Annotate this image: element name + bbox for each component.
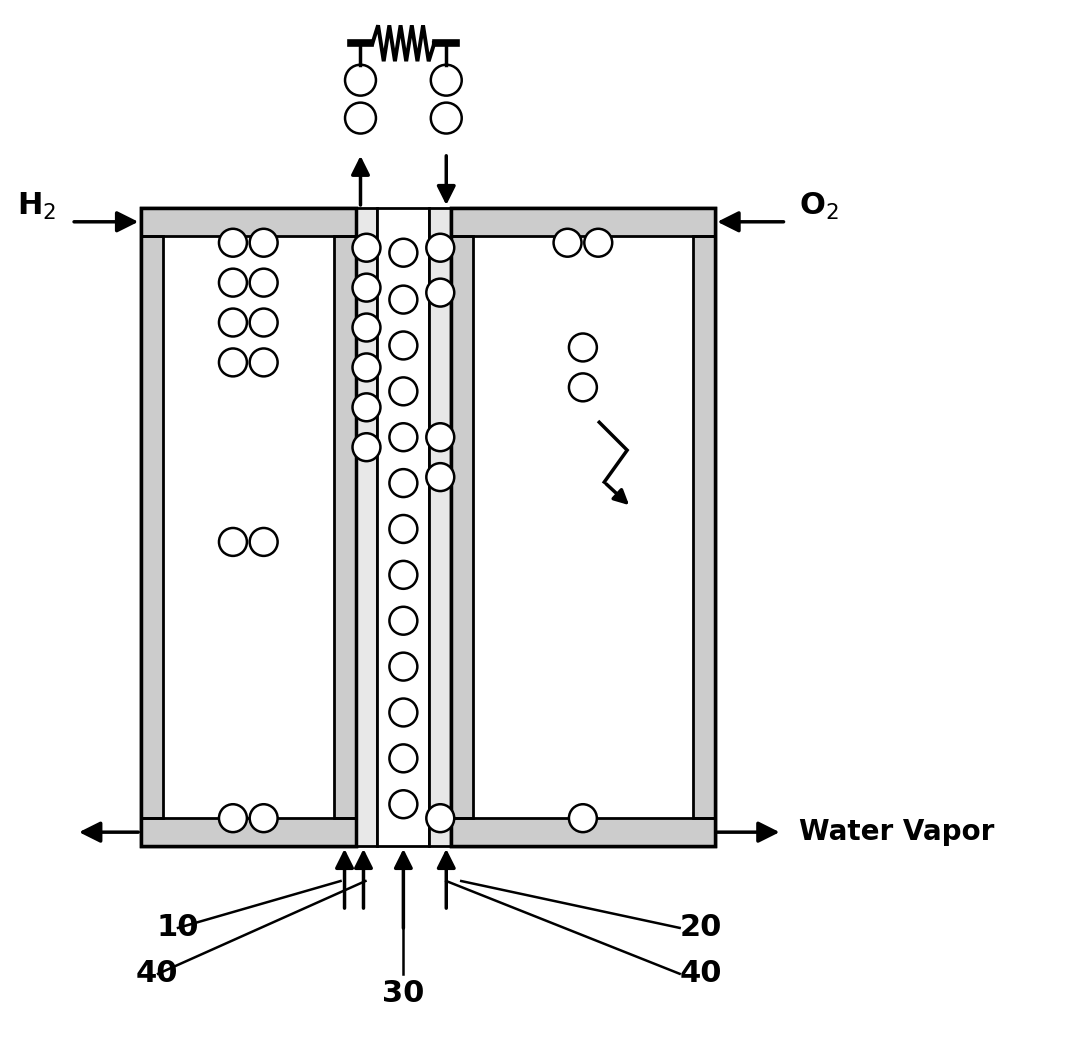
Text: H$_2$: H$_2$ (17, 191, 57, 222)
Text: 30: 30 (382, 979, 424, 1008)
Circle shape (219, 528, 247, 556)
Bar (141, 235, 163, 818)
Text: Water Vapor: Water Vapor (800, 818, 994, 846)
Circle shape (390, 332, 418, 360)
Bar (334, 235, 356, 818)
Circle shape (390, 561, 418, 589)
Circle shape (569, 373, 597, 401)
Circle shape (390, 377, 418, 405)
Circle shape (426, 233, 455, 261)
Circle shape (219, 269, 247, 297)
Bar (452, 235, 473, 818)
Circle shape (390, 652, 418, 680)
Bar (693, 235, 715, 818)
Bar (452, 818, 715, 846)
Bar (693, 235, 715, 818)
Text: 40: 40 (680, 959, 722, 988)
Circle shape (390, 699, 418, 727)
Circle shape (390, 239, 418, 267)
Circle shape (219, 805, 247, 832)
Circle shape (249, 805, 277, 832)
Circle shape (345, 64, 376, 95)
Bar (141, 818, 356, 846)
Circle shape (584, 229, 613, 257)
Bar (141, 207, 356, 846)
Circle shape (219, 229, 247, 257)
Text: 20: 20 (680, 914, 722, 943)
Bar (356, 207, 378, 846)
Bar (334, 235, 356, 818)
Circle shape (426, 464, 455, 492)
Circle shape (390, 745, 418, 773)
Circle shape (390, 607, 418, 635)
Circle shape (426, 279, 455, 307)
Circle shape (353, 433, 381, 461)
Circle shape (353, 274, 381, 302)
Bar (452, 207, 715, 846)
Circle shape (390, 515, 418, 543)
Circle shape (390, 469, 418, 497)
Bar (378, 207, 430, 846)
Bar (452, 235, 473, 818)
Bar (141, 207, 356, 235)
Circle shape (219, 348, 247, 376)
Circle shape (390, 285, 418, 313)
Circle shape (249, 528, 277, 556)
Circle shape (249, 229, 277, 257)
Circle shape (249, 269, 277, 297)
Circle shape (353, 354, 381, 382)
Bar (452, 818, 715, 846)
Circle shape (345, 103, 376, 134)
Circle shape (390, 423, 418, 451)
Circle shape (554, 229, 581, 257)
Bar (141, 818, 356, 846)
Circle shape (390, 790, 418, 818)
Circle shape (353, 393, 381, 421)
Bar (452, 207, 715, 846)
Circle shape (353, 313, 381, 341)
Bar (141, 207, 356, 846)
Text: 10: 10 (156, 914, 198, 943)
Circle shape (431, 103, 461, 134)
Circle shape (249, 348, 277, 376)
Circle shape (426, 423, 455, 451)
Circle shape (569, 805, 597, 832)
Bar (452, 207, 715, 235)
Text: O$_2$: O$_2$ (800, 191, 839, 222)
Circle shape (569, 334, 597, 362)
Circle shape (431, 64, 461, 95)
Text: 40: 40 (136, 959, 178, 988)
Bar (430, 207, 452, 846)
Circle shape (249, 309, 277, 336)
Circle shape (353, 233, 381, 261)
Circle shape (426, 805, 455, 832)
Bar (452, 207, 715, 235)
Circle shape (219, 309, 247, 336)
Bar (141, 235, 163, 818)
Bar (141, 207, 356, 235)
